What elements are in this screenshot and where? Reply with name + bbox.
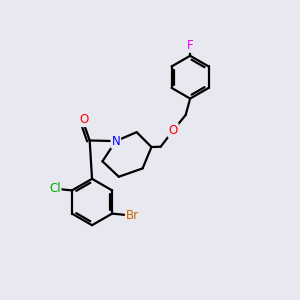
Text: N: N [111,135,120,148]
Text: Cl: Cl [49,182,61,195]
Text: O: O [80,113,89,126]
Text: O: O [169,124,178,137]
Text: Br: Br [126,208,139,222]
Text: F: F [187,39,194,52]
